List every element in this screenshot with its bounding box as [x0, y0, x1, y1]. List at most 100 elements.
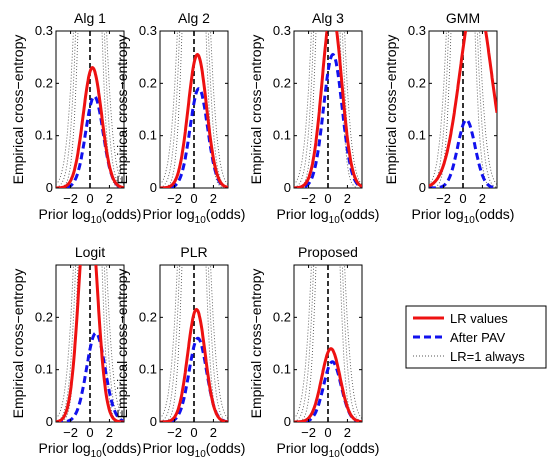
lr1-always-line-0	[429, 31, 497, 186]
panel-title: Alg 3	[312, 10, 344, 26]
plot-area	[429, 31, 497, 188]
x-label-suffix: (odds)	[206, 206, 246, 222]
x-tick-label: 0	[324, 425, 331, 440]
x-tick-label: −2	[63, 425, 78, 440]
plot-area	[160, 31, 228, 188]
x-label-subscript: 10	[91, 215, 103, 226]
y-axis-label: Empirical cross−entropy	[114, 35, 130, 185]
x-tick-label: 0	[190, 425, 197, 440]
panel-title: Logit	[75, 244, 105, 260]
lr1-always-line-1	[429, 31, 497, 188]
x-axis-label: Prior log10(odds)	[143, 440, 246, 460]
x-tick-label: 2	[106, 191, 113, 206]
x-axis-label: Prior log10(odds)	[277, 440, 380, 460]
y-axis-label: Empirical cross−entropy	[10, 269, 26, 419]
y-tick-label: 0	[284, 414, 291, 429]
x-label-prefix: Prior log	[143, 440, 195, 456]
x-tick-label: 2	[210, 191, 217, 206]
x-label-suffix: (odds)	[475, 206, 515, 222]
x-label-subscript: 10	[464, 215, 476, 226]
x-label-prefix: Prior log	[39, 440, 91, 456]
y-tick-label: 0.2	[139, 309, 157, 324]
y-tick-label: 0.2	[35, 75, 53, 90]
after-pav-line	[294, 52, 362, 188]
y-tick-label: 0	[284, 180, 291, 195]
x-label-suffix: (odds)	[206, 440, 246, 456]
lr-values-line	[56, 65, 124, 188]
lr1-always-line-0	[160, 31, 228, 186]
lr1-always-line-1	[56, 265, 124, 422]
lr1-always-line-1	[294, 265, 362, 422]
x-tick-label: −2	[167, 425, 182, 440]
y-axis-label: Empirical cross−entropy	[383, 35, 399, 185]
x-label-suffix: (odds)	[102, 206, 142, 222]
lr1-always-line-1	[160, 31, 228, 188]
y-tick-label: 0.3	[35, 23, 53, 38]
x-tick-label: −2	[436, 191, 451, 206]
lr-values-line	[160, 307, 228, 422]
x-label-prefix: Prior log	[39, 206, 91, 222]
x-tick-label: −2	[301, 191, 316, 206]
y-tick-label: 0.1	[35, 362, 53, 377]
panel-title: Alg 2	[178, 10, 210, 26]
legend-label-1: After PAV	[450, 330, 505, 345]
x-tick-label: −2	[301, 425, 316, 440]
y-tick-label: 0.2	[273, 309, 291, 324]
y-axis-label: Empirical cross−entropy	[114, 269, 130, 419]
x-axis-label: Prior log10(odds)	[39, 206, 142, 226]
y-tick-label: 0.1	[139, 128, 157, 143]
x-tick-label: 2	[210, 425, 217, 440]
x-label-subscript: 10	[329, 215, 341, 226]
y-tick-label: 0.1	[408, 128, 426, 143]
y-tick-label: 0.1	[273, 362, 291, 377]
plot-area	[294, 265, 362, 422]
legend-label-0: LR values	[450, 311, 508, 326]
x-tick-label: 0	[86, 425, 93, 440]
x-tick-label: 2	[479, 191, 486, 206]
x-tick-label: 0	[86, 191, 93, 206]
lr-values-line	[294, 347, 362, 422]
y-tick-label: 0	[150, 414, 157, 429]
x-tick-label: −2	[63, 191, 78, 206]
y-tick-label: 0.3	[273, 23, 291, 38]
y-axis-label: Empirical cross−entropy	[248, 269, 264, 419]
x-tick-label: 2	[106, 425, 113, 440]
x-label-subscript: 10	[195, 215, 207, 226]
plot-area	[56, 265, 124, 422]
y-tick-label: 0.3	[408, 23, 426, 38]
axes-box	[293, 264, 363, 423]
lr-values-line	[429, 31, 497, 188]
y-tick-label: 0.3	[139, 23, 157, 38]
x-label-prefix: Prior log	[277, 206, 329, 222]
lr1-always-line-1	[160, 265, 228, 422]
y-tick-label: 0	[46, 414, 53, 429]
x-label-subscript: 10	[195, 449, 207, 460]
x-label-suffix: (odds)	[340, 440, 380, 456]
panel-title: Alg 1	[74, 10, 106, 26]
x-label-prefix: Prior log	[143, 206, 195, 222]
y-axis-label: Empirical cross−entropy	[10, 35, 26, 185]
lr1-always-line-0	[294, 31, 362, 186]
y-tick-label: 0.1	[139, 362, 157, 377]
x-label-suffix: (odds)	[340, 206, 380, 222]
after-pav-line	[429, 118, 497, 188]
y-tick-label: 0	[150, 180, 157, 195]
x-tick-label: 0	[190, 191, 197, 206]
x-tick-label: −2	[167, 191, 182, 206]
y-tick-label: 0.2	[408, 75, 426, 90]
y-axis-label: Empirical cross−entropy	[248, 35, 264, 185]
plot-area	[56, 31, 124, 188]
legend: LR values After PAV LR=1 always	[405, 305, 547, 369]
x-tick-label: 0	[459, 191, 466, 206]
x-axis-label: Prior log10(odds)	[143, 206, 246, 226]
x-label-subscript: 10	[329, 449, 341, 460]
x-tick-label: 2	[344, 425, 351, 440]
plot-area	[160, 265, 228, 422]
